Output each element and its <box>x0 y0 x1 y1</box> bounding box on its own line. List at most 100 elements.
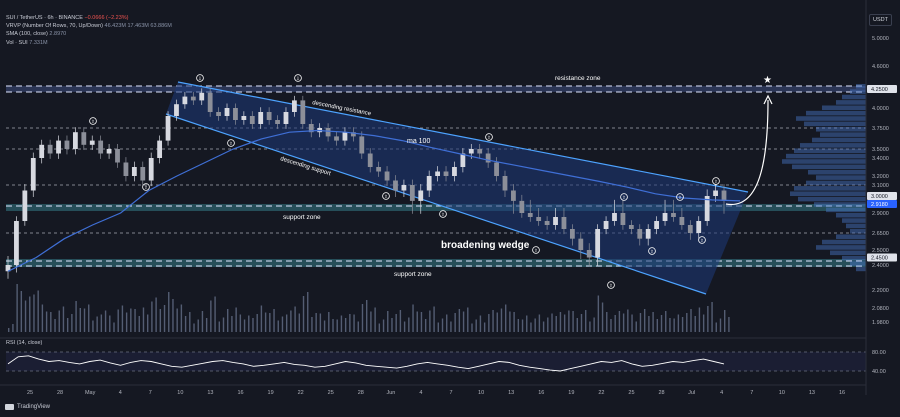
volume-bar <box>222 317 225 332</box>
descending-support-line <box>165 113 707 295</box>
candle-body <box>89 140 95 145</box>
resistance-zone-label: resistance zone <box>555 75 601 82</box>
sma-100-line <box>7 129 741 272</box>
volume-bar <box>669 318 671 332</box>
candle-body <box>216 112 221 116</box>
candle-body <box>241 116 247 120</box>
volume-bar <box>395 314 397 332</box>
vrvp-label: VRVP (Number Of Rows, 70, Up/Down) <box>6 23 103 30</box>
y-tick-label: 2.0800 <box>872 306 889 312</box>
brand-text: TradingView <box>17 404 51 410</box>
legend-vrvp-row[interactable]: VRVP (Number Of Rows, 70, Up/Down) 46.42… <box>6 22 172 30</box>
touch-marker-glyph: ⇧ <box>700 238 704 243</box>
volume-bar <box>75 301 77 332</box>
candle-body <box>30 158 36 191</box>
volume-bar <box>121 305 124 332</box>
x-tick-label: 25 <box>27 390 33 396</box>
volume-profile-bar <box>794 186 866 191</box>
volume-bar <box>71 314 73 332</box>
volume-bar <box>100 314 103 332</box>
volume-bar <box>328 312 330 332</box>
candle-body <box>367 153 373 167</box>
candle-body <box>140 167 146 181</box>
volume-bar <box>429 310 431 332</box>
projection-arrow <box>725 99 769 206</box>
volume-bar <box>8 328 10 332</box>
volume-bar <box>269 313 271 332</box>
candle-body <box>671 213 676 217</box>
candle-body <box>401 185 407 191</box>
legend-vol-row[interactable]: Vol · SUI 7.331M <box>6 39 172 47</box>
candle-body <box>603 221 609 229</box>
touch-marker-glyph: ⇧ <box>441 212 445 217</box>
volume-bar <box>298 313 301 332</box>
touch-marker <box>294 74 302 82</box>
volume-bar <box>109 315 111 332</box>
candle-body <box>325 128 331 137</box>
time-axis[interactable]: 25 28 May 4 7 10 13 16 19 22 25 28 Jun 4 7 10 13 16 19 22 25… <box>27 390 845 396</box>
target-star: ★ <box>763 75 772 86</box>
touch-marker <box>89 117 97 125</box>
volume-profile-bar <box>790 191 866 196</box>
volume-bar <box>462 311 465 332</box>
x-tick-label: 4 <box>119 390 122 396</box>
volume-bar <box>193 323 195 332</box>
touch-marker-glyph: ⇧ <box>229 141 233 146</box>
y-tick-label: 2.9000 <box>872 211 889 217</box>
rsi-axis-80: 80.00 <box>872 350 886 356</box>
volume-bar <box>580 314 583 332</box>
candle-body <box>224 108 230 116</box>
touch-marker <box>227 139 235 147</box>
volume-bar <box>492 310 494 332</box>
candle-body <box>418 190 424 201</box>
volume-bar <box>79 308 81 332</box>
volume-bar <box>88 304 90 332</box>
volume-bar <box>559 312 562 332</box>
candle-body <box>199 92 205 101</box>
volume-bar <box>374 307 376 332</box>
candle-body <box>292 100 297 112</box>
candle-body <box>308 124 314 133</box>
candle-body <box>519 200 525 213</box>
candle-body <box>258 112 264 124</box>
volume-bar <box>176 308 178 332</box>
x-tick-label: Jul <box>688 390 695 396</box>
volume-bar <box>29 296 31 332</box>
volume-bar <box>197 319 199 332</box>
volume-bar <box>635 321 637 332</box>
legend-symbol-row[interactable]: SUI / TetherUS · 6h · BINANCE −0.0666 (−… <box>6 14 172 22</box>
volume-bar <box>302 296 305 332</box>
volume-bar <box>500 308 503 332</box>
volume-profile-bar <box>850 229 866 234</box>
candle-body <box>249 116 255 124</box>
price-axis[interactable]: 5.0000 4.6000 4.2500 4.0000 3.7500 3.5000 3.40… <box>867 36 897 326</box>
legend-sma-row[interactable]: SMA (100, close) 2.8970 <box>6 30 172 38</box>
volume-bar <box>146 314 149 332</box>
volume-bar <box>239 314 242 332</box>
volume-bar <box>319 313 322 332</box>
candle-body <box>435 171 440 176</box>
vol-value: 7.331M <box>29 39 48 46</box>
volume-bar <box>387 311 389 332</box>
broadening-wedge-label: broadening wedge <box>441 240 530 251</box>
volume-profile-bar <box>856 84 866 89</box>
symbol-text: SUI / TetherUS · 6h · BINANCE <box>6 15 83 21</box>
candle-body <box>704 196 710 221</box>
candle-body <box>393 180 398 191</box>
volume-bar <box>458 309 461 332</box>
candle-body <box>536 217 542 221</box>
volume-bar <box>597 295 600 332</box>
volume-bar <box>235 307 237 332</box>
candlestick-series <box>5 88 727 279</box>
currency-button[interactable]: USDT <box>869 14 892 26</box>
volume-bar <box>698 307 701 332</box>
volume-profile-bar <box>786 153 866 159</box>
candle-body <box>654 221 660 229</box>
volume-bar <box>125 312 128 332</box>
tradingview-brand[interactable]: TradingView <box>5 404 50 410</box>
volume-bar <box>488 314 490 332</box>
candle-body <box>620 213 626 225</box>
y-tick-label: 3.2000 <box>872 174 889 180</box>
volume-bar <box>96 316 98 332</box>
